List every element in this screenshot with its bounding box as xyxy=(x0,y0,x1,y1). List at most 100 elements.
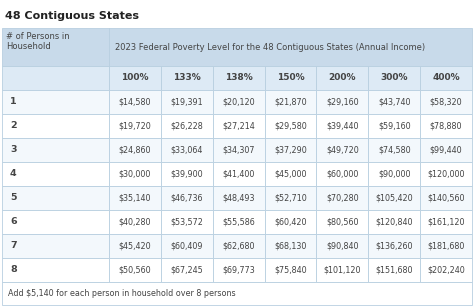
Text: $27,214: $27,214 xyxy=(222,122,255,130)
Bar xyxy=(368,186,420,210)
Bar xyxy=(420,114,472,138)
Text: $48,493: $48,493 xyxy=(222,193,255,203)
Text: $45,420: $45,420 xyxy=(118,242,151,251)
Text: $202,240: $202,240 xyxy=(427,266,465,274)
Bar xyxy=(2,282,472,305)
Text: $14,580: $14,580 xyxy=(118,98,151,107)
Text: $60,000: $60,000 xyxy=(326,169,358,178)
Bar xyxy=(368,210,420,234)
Bar xyxy=(161,162,213,186)
Bar xyxy=(213,258,264,282)
Bar xyxy=(2,138,109,162)
Text: $53,572: $53,572 xyxy=(170,217,203,227)
Text: $35,140: $35,140 xyxy=(118,193,151,203)
Text: $60,409: $60,409 xyxy=(171,242,203,251)
Text: 2023 Federal Poverty Level for the 48 Contiguous States (Annual Income): 2023 Federal Poverty Level for the 48 Co… xyxy=(115,42,425,52)
Bar xyxy=(213,114,264,138)
Bar xyxy=(109,66,161,90)
Bar xyxy=(368,90,420,114)
Text: # of Persons in
Household: # of Persons in Household xyxy=(6,32,70,51)
Bar xyxy=(264,90,317,114)
Bar xyxy=(2,210,109,234)
Text: $140,560: $140,560 xyxy=(428,193,465,203)
Text: $40,280: $40,280 xyxy=(118,217,151,227)
Text: $29,580: $29,580 xyxy=(274,122,307,130)
Bar xyxy=(2,90,109,114)
Text: Add $5,140 for each person in household over 8 persons: Add $5,140 for each person in household … xyxy=(8,289,236,298)
Bar xyxy=(161,138,213,162)
Text: $39,440: $39,440 xyxy=(326,122,359,130)
Text: $151,680: $151,680 xyxy=(375,266,413,274)
Bar xyxy=(213,138,264,162)
Text: 48 Contiguous States: 48 Contiguous States xyxy=(5,11,139,21)
Text: 138%: 138% xyxy=(225,73,253,83)
Bar xyxy=(213,66,264,90)
Text: 150%: 150% xyxy=(277,73,304,83)
Bar xyxy=(420,138,472,162)
Bar xyxy=(109,258,161,282)
Bar xyxy=(2,66,109,90)
Bar xyxy=(213,162,264,186)
Text: $19,391: $19,391 xyxy=(171,98,203,107)
Text: 6: 6 xyxy=(10,217,17,227)
Text: $161,120: $161,120 xyxy=(428,217,465,227)
Text: $46,736: $46,736 xyxy=(171,193,203,203)
Text: $101,120: $101,120 xyxy=(324,266,361,274)
Text: $37,290: $37,290 xyxy=(274,146,307,154)
Text: $50,560: $50,560 xyxy=(118,266,151,274)
Bar xyxy=(161,210,213,234)
Text: $99,440: $99,440 xyxy=(430,146,462,154)
Bar xyxy=(264,66,317,90)
Bar xyxy=(264,234,317,258)
Bar xyxy=(109,234,161,258)
Text: $120,000: $120,000 xyxy=(428,169,465,178)
Bar xyxy=(2,28,472,66)
Bar xyxy=(368,234,420,258)
Bar xyxy=(420,186,472,210)
Bar xyxy=(161,234,213,258)
Bar xyxy=(420,90,472,114)
Bar xyxy=(368,66,420,90)
Bar xyxy=(2,114,109,138)
Bar xyxy=(317,210,368,234)
Bar xyxy=(161,66,213,90)
Bar xyxy=(317,114,368,138)
Bar xyxy=(109,114,161,138)
Bar xyxy=(420,66,472,90)
Text: 4: 4 xyxy=(10,169,17,178)
Text: $33,064: $33,064 xyxy=(171,146,203,154)
Bar xyxy=(264,258,317,282)
Text: $62,680: $62,680 xyxy=(222,242,255,251)
Text: $45,000: $45,000 xyxy=(274,169,307,178)
Bar xyxy=(264,138,317,162)
Text: $136,260: $136,260 xyxy=(375,242,413,251)
Bar xyxy=(420,162,472,186)
Bar xyxy=(317,162,368,186)
Text: 133%: 133% xyxy=(173,73,201,83)
Bar xyxy=(2,258,109,282)
Text: $30,000: $30,000 xyxy=(119,169,151,178)
Bar xyxy=(213,90,264,114)
Text: $90,000: $90,000 xyxy=(378,169,410,178)
Text: $80,560: $80,560 xyxy=(326,217,359,227)
Text: 300%: 300% xyxy=(381,73,408,83)
Bar xyxy=(109,210,161,234)
Bar xyxy=(368,138,420,162)
Bar xyxy=(2,162,109,186)
Bar xyxy=(213,210,264,234)
Bar xyxy=(161,90,213,114)
Text: 7: 7 xyxy=(10,242,17,251)
Bar xyxy=(2,186,109,210)
Text: $68,130: $68,130 xyxy=(274,242,307,251)
Text: $59,160: $59,160 xyxy=(378,122,410,130)
Text: $52,710: $52,710 xyxy=(274,193,307,203)
Text: 1: 1 xyxy=(10,98,17,107)
Bar xyxy=(213,234,264,258)
Bar xyxy=(420,234,472,258)
Bar xyxy=(368,162,420,186)
Text: $60,420: $60,420 xyxy=(274,217,307,227)
Text: $75,840: $75,840 xyxy=(274,266,307,274)
Bar xyxy=(109,90,161,114)
Text: $105,420: $105,420 xyxy=(375,193,413,203)
Bar xyxy=(264,162,317,186)
